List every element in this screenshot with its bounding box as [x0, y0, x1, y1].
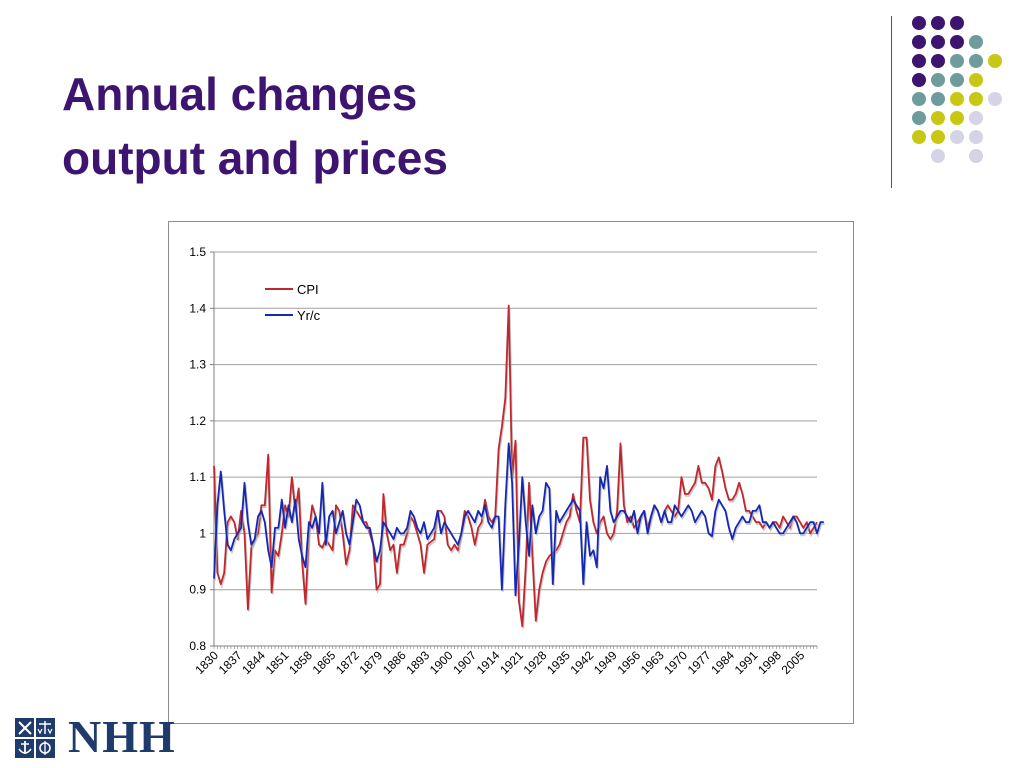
decorative-dot — [969, 130, 983, 144]
decorative-dot — [931, 35, 945, 49]
decorative-dot — [969, 92, 983, 106]
chart-series — [213, 304, 825, 629]
x-tick-label: 2005 — [779, 648, 808, 677]
decorative-dot — [950, 130, 964, 144]
x-tick-label: 1872 — [333, 648, 362, 677]
x-tick-label: 1907 — [450, 648, 479, 677]
x-tick-label: 1865 — [310, 648, 339, 677]
series-line-cpi — [213, 304, 818, 628]
y-tick-label: 1.5 — [189, 245, 206, 259]
x-tick-label: 1949 — [591, 648, 620, 677]
y-tick-label: 1 — [199, 526, 206, 540]
x-tick-label: 1963 — [638, 648, 667, 677]
x-tick-label: 1921 — [497, 648, 526, 677]
decorative-dot — [988, 54, 1002, 68]
x-tick-label: 1935 — [544, 648, 573, 677]
decorative-dot — [912, 111, 926, 125]
chart-axes: 0.80.911.11.21.31.41.5183018371844185118… — [189, 245, 818, 677]
y-tick-label: 1.2 — [189, 414, 206, 428]
x-tick-label: 1858 — [286, 648, 315, 677]
decorative-dot — [912, 35, 926, 49]
nhh-logo: NHH — [14, 712, 184, 762]
x-tick-label: 1991 — [732, 648, 761, 677]
chart-container: 0.8 0.9 1 1.1 1.2 1.3 1.4 1.5 1830 1837 1844 1851 18… — [168, 221, 854, 724]
y-tick-label: 1.3 — [189, 358, 206, 372]
x-tick-label: 1851 — [263, 648, 292, 677]
decorative-dot — [950, 16, 964, 30]
decorative-dot — [912, 130, 926, 144]
y-tick-label: 1.1 — [189, 470, 206, 484]
x-tick-label: 1942 — [568, 648, 597, 677]
chart-gridlines — [214, 251, 817, 647]
decorative-dot — [931, 16, 945, 30]
legend-label: CPI — [297, 282, 319, 297]
nhh-logo-text: NHH — [68, 711, 176, 762]
slide-title-line-1: Annual changes — [62, 68, 418, 120]
decorative-dot — [950, 73, 964, 87]
nhh-emblem-icon — [15, 718, 55, 758]
decorative-dot — [950, 35, 964, 49]
y-tick-label: 0.8 — [189, 639, 206, 653]
x-tick-label: 1928 — [521, 648, 550, 677]
decorative-dot — [931, 149, 945, 163]
decorative-dot — [912, 54, 926, 68]
decorative-dot — [931, 111, 945, 125]
decorative-dot — [969, 111, 983, 125]
x-tick-label: 1984 — [708, 648, 737, 677]
x-tick-label: 1977 — [685, 648, 714, 677]
decorative-dot — [950, 92, 964, 106]
decorative-dot — [969, 54, 983, 68]
x-tick-label: 1879 — [356, 648, 385, 677]
decorative-dot — [912, 16, 926, 30]
decorative-dot — [912, 92, 926, 106]
legend-label: Yr/c — [297, 308, 321, 323]
decorative-dot — [931, 130, 945, 144]
decorative-dot — [931, 54, 945, 68]
decorative-dot — [912, 73, 926, 87]
slide-title: Annual changes output and prices — [62, 62, 448, 190]
x-tick-label: 1998 — [755, 648, 784, 677]
x-tick-label: 1900 — [427, 648, 456, 677]
y-tick-label: 0.9 — [189, 583, 206, 597]
decorative-dot — [950, 54, 964, 68]
x-tick-label: 1886 — [380, 648, 409, 677]
decorative-dot — [931, 92, 945, 106]
decorative-dot — [969, 73, 983, 87]
x-tick-label: 1837 — [216, 648, 245, 677]
y-tick-label: 1.4 — [189, 301, 206, 315]
x-tick-label: 1970 — [661, 648, 690, 677]
decorative-dot — [950, 111, 964, 125]
decorative-dot — [931, 73, 945, 87]
slide-title-line-2: output and prices — [62, 132, 448, 184]
x-tick-label: 1914 — [474, 648, 503, 677]
series-line-yr-c — [213, 442, 824, 597]
x-tick-label: 1956 — [614, 648, 643, 677]
x-tick-label: 1893 — [403, 648, 432, 677]
decorative-dot-grid — [912, 16, 1002, 163]
decorative-dot — [969, 149, 983, 163]
divider-line — [891, 16, 892, 188]
x-tick-label: 1844 — [239, 648, 268, 677]
chart-legend: CPI Yr/c — [265, 282, 321, 323]
decorative-dot — [988, 92, 1002, 106]
decorative-dot — [969, 35, 983, 49]
line-chart: 0.80.911.11.21.31.41.5183018371844185118… — [189, 245, 825, 677]
